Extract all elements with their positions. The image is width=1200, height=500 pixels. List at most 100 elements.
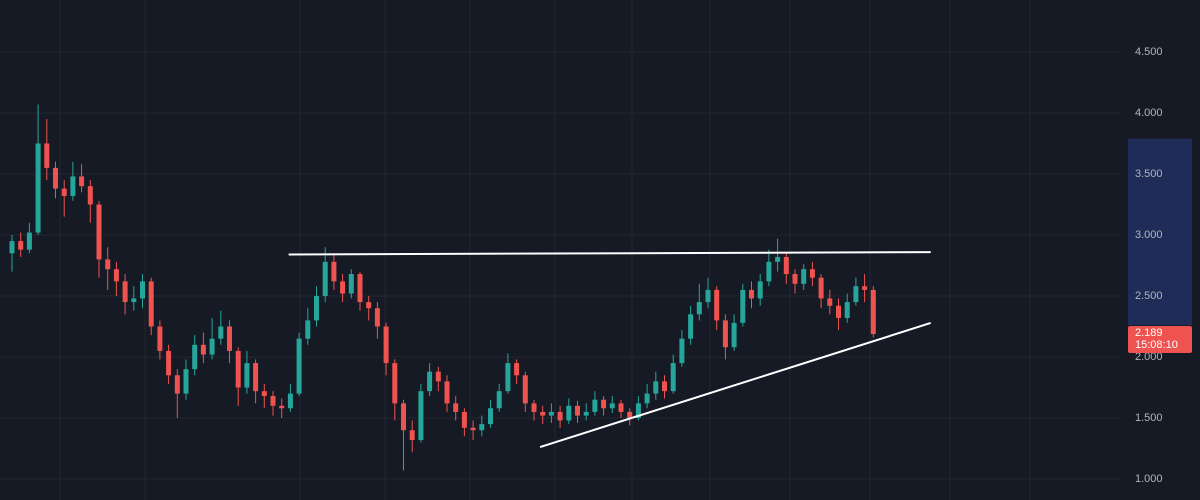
candle-body: [479, 424, 485, 431]
candle-body: [461, 411, 467, 428]
candle-body: [705, 289, 711, 303]
candle-body: [809, 269, 815, 278]
candle-body: [696, 302, 702, 315]
candle-body: [26, 232, 32, 250]
trend-line: [288, 251, 931, 256]
candle-body: [79, 176, 85, 187]
candle-body: [827, 298, 833, 306]
candle-body: [87, 186, 93, 205]
candle-body: [192, 344, 198, 370]
candle-body: [496, 391, 502, 409]
candle-body: [740, 289, 746, 323]
candle-body: [113, 269, 119, 282]
candle-body: [488, 408, 493, 425]
candle-body: [418, 391, 424, 440]
candle-body: [514, 363, 520, 376]
candle-body: [731, 322, 737, 348]
candle-body: [670, 363, 676, 392]
candle-body: [296, 338, 302, 394]
y-tick-label: 3.500: [1135, 168, 1163, 180]
candle-body: [792, 274, 798, 284]
candle-body: [314, 295, 319, 321]
candle-body: [853, 286, 859, 303]
candle-body: [53, 167, 58, 189]
candle-body: [166, 350, 172, 376]
candle-body: [470, 427, 476, 431]
candle-body: [435, 371, 441, 382]
y-tick-label: 2.000: [1135, 351, 1163, 363]
candle-body: [157, 326, 163, 351]
candle-body: [757, 281, 763, 299]
candle-body: [200, 344, 206, 355]
candle-body: [331, 261, 337, 282]
candle-body: [392, 363, 398, 404]
candle-body: [96, 204, 102, 260]
candle-body: [688, 314, 694, 339]
candle-body: [348, 274, 354, 294]
price-label-box: [1128, 325, 1192, 353]
candle-body: [401, 403, 406, 431]
candle-body: [531, 403, 537, 412]
candle-body: [557, 411, 563, 421]
candle-body: [644, 393, 650, 404]
candle-body: [714, 289, 720, 321]
candle-body: [601, 399, 607, 409]
candle-body: [18, 241, 24, 250]
y-tick-label: 4.000: [1135, 107, 1163, 119]
candle-body: [409, 430, 415, 440]
candle-body: [862, 286, 868, 290]
candle-body: [609, 403, 615, 409]
candle-body: [183, 369, 189, 394]
candle-body: [870, 289, 876, 334]
y-tick-label: 3.000: [1135, 229, 1163, 241]
candle-body: [105, 259, 111, 270]
candle-body: [261, 391, 267, 397]
candle-body: [444, 381, 450, 404]
candle-body: [235, 350, 241, 388]
candle-body: [340, 281, 346, 294]
candle-body: [322, 261, 328, 296]
candle-body: [566, 405, 572, 421]
candle-body: [427, 371, 433, 392]
candle-body: [627, 411, 633, 419]
candle-body: [653, 381, 659, 394]
candle-body: [218, 326, 224, 339]
candle-body: [583, 411, 589, 416]
candle-body: [44, 143, 50, 168]
candle-body: [374, 308, 380, 327]
candle-body: [722, 320, 728, 348]
candle-body: [548, 411, 554, 416]
countdown: 15:08:10: [1135, 339, 1178, 351]
candle-body: [279, 405, 285, 409]
candle-body: [253, 363, 259, 392]
candle-body: [783, 256, 789, 275]
vertical-grid: [59, 0, 1031, 500]
last-price: 2.189: [1135, 327, 1163, 339]
candle-body: [209, 338, 215, 355]
candle-body: [122, 281, 128, 303]
candle-body: [618, 403, 624, 412]
axis-highlight: [1128, 138, 1192, 326]
y-tick-label: 1.000: [1135, 473, 1163, 485]
candle-body: [505, 363, 511, 392]
candle-body: [366, 302, 372, 309]
candle-body: [270, 396, 276, 406]
candle-body: [836, 305, 841, 318]
y-tick-label: 2.500: [1135, 290, 1163, 302]
candle-body: [522, 375, 528, 404]
candle-body: [766, 261, 772, 282]
candle-body: [540, 411, 546, 416]
candle-body: [818, 277, 824, 299]
candle-body: [453, 403, 459, 412]
candle-body: [357, 274, 363, 303]
candle-body: [174, 375, 180, 394]
candle-body: [61, 188, 67, 196]
candle-body: [9, 241, 15, 254]
candle-body: [227, 326, 232, 351]
candle-body: [801, 269, 807, 284]
candle-body: [844, 302, 850, 318]
candle-body: [775, 256, 781, 262]
candle-body: [575, 405, 580, 416]
